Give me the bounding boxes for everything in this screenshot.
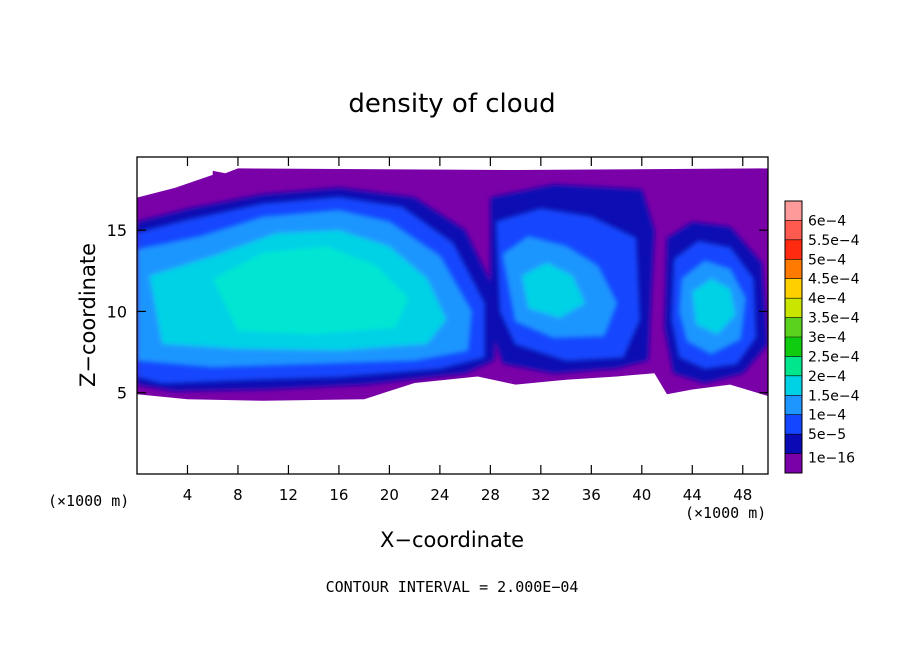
x-tick-label: 36	[582, 486, 601, 504]
x-tick-label: 4	[183, 486, 193, 504]
colorbar-label: 6e−4	[808, 213, 846, 229]
colorbar-swatch	[785, 414, 802, 435]
colorbar-swatch	[785, 375, 802, 396]
colorbar-swatch	[785, 201, 802, 221]
x-tick-label: 32	[531, 486, 550, 504]
colorbar-label: 1e−16	[808, 451, 855, 467]
density-layers	[137, 184, 768, 392]
colorbar-label: 2.5e−4	[808, 349, 860, 365]
x-tick-label: 40	[632, 486, 651, 504]
colorbar-swatch	[785, 337, 802, 357]
colorbar-label: 1e−4	[808, 408, 846, 424]
y-tick-label: 5	[117, 384, 127, 403]
y-tick-label: 15	[107, 221, 127, 240]
y-tick-label: 10	[107, 302, 127, 321]
x-axis-label: X−coordinate	[380, 528, 524, 552]
colorbar-swatch	[785, 434, 802, 455]
colorbar-label: 4.5e−4	[808, 272, 860, 288]
x-unit-left: (×1000 m)	[48, 492, 129, 510]
x-tick-label: 16	[329, 486, 348, 504]
y-axis-label: Z−coordinate	[76, 243, 100, 387]
plot-frame	[136, 156, 769, 475]
colorbar-swatch	[785, 239, 802, 260]
colorbar-label: 5e−4	[808, 252, 846, 268]
colorbar-swatch	[785, 356, 802, 377]
density-contour	[212, 246, 409, 335]
x-tick-label: 48	[733, 486, 752, 504]
x-tick-label: 28	[481, 486, 500, 504]
colorbar-swatch	[785, 298, 802, 319]
x-tick-label: 24	[430, 486, 449, 504]
y-axis-ticks: 5 10 15	[107, 221, 768, 403]
x-tick-label: 44	[683, 486, 702, 504]
colorbar-label: 5.5e−4	[808, 233, 860, 249]
x-tick-label: 12	[279, 486, 298, 504]
x-tick-label: 8	[233, 486, 243, 504]
colorbar-label: 1.5e−4	[808, 388, 860, 404]
density-field	[137, 157, 768, 401]
colorbar-swatch	[785, 220, 802, 241]
colorbar-label: 4e−4	[808, 291, 846, 307]
density-contour	[692, 278, 736, 335]
colorbar-swatch	[785, 395, 802, 416]
colorbar-label: 3e−4	[808, 330, 846, 346]
colorbar-swatch	[785, 317, 802, 338]
clear-air-notch	[137, 157, 213, 198]
colorbar-swatch	[785, 259, 802, 280]
colorbar-label: 5e−5	[808, 427, 846, 443]
chart-title: density of cloud	[348, 89, 555, 119]
colorbar: 6e−4 5.5e−4 5e−4 4.5e−4 4e−4 3.5e−4 3e−4 2.5e−4…	[784, 200, 860, 474]
colorbar-label: 2e−4	[808, 369, 846, 385]
contour-interval-footer: CONTOUR INTERVAL = 2.000E−04	[326, 578, 579, 596]
x-unit-right: (×1000 m)	[685, 504, 766, 522]
x-axis-ticks: 4 8 12 16 20 24 28 32 36 40 44 48	[183, 157, 752, 504]
colorbar-swatch	[785, 278, 802, 299]
x-tick-label: 20	[380, 486, 399, 504]
density-contour	[521, 262, 585, 318]
colorbar-swatch	[785, 453, 802, 474]
colorbar-label: 3.5e−4	[808, 311, 860, 327]
